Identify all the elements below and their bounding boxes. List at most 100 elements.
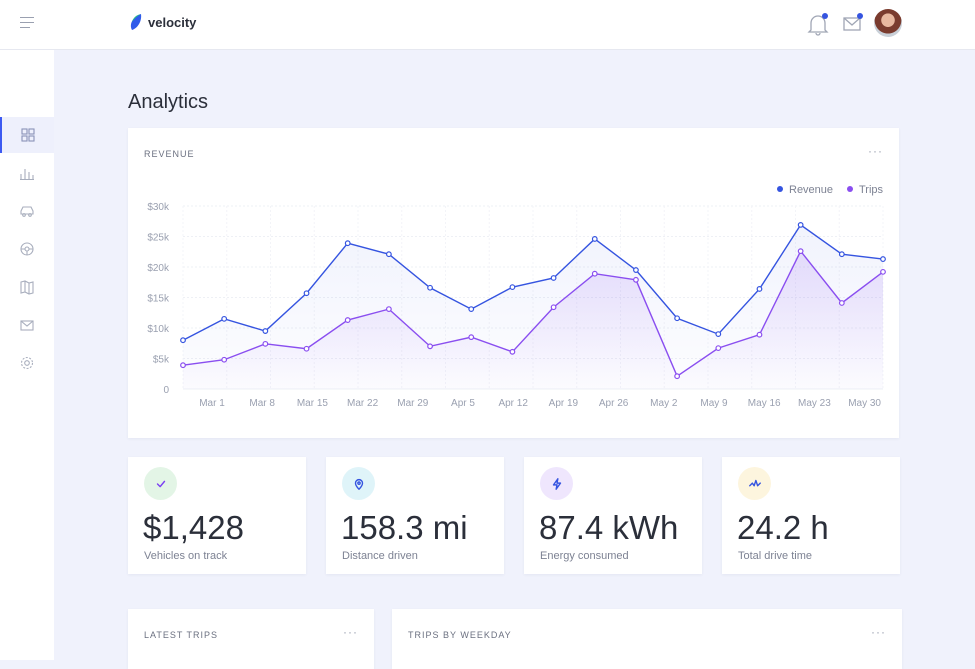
- x-tick-label: May 23: [798, 398, 831, 409]
- x-tick-label: Apr 12: [498, 398, 528, 409]
- page-title: Analytics: [128, 91, 209, 113]
- activity-icon: [748, 479, 761, 486]
- data-point[interactable]: [715, 331, 722, 338]
- hamburger-icon[interactable]: [20, 17, 34, 28]
- data-point[interactable]: [303, 290, 310, 297]
- revenue-card: REVENUE ··· 0 $5k $10k $15k $20k $25k $30k Mar …: [128, 128, 899, 438]
- y-tick-label: $10k: [147, 324, 170, 335]
- data-point[interactable]: [385, 251, 392, 258]
- stat-label: Vehicles on track: [144, 550, 228, 562]
- sidebar-item-steering[interactable]: [0, 231, 54, 267]
- data-point[interactable]: [756, 331, 763, 338]
- dashboard-grid-icon: [21, 128, 35, 142]
- card-title: LATEST TRIPS: [144, 630, 219, 640]
- data-point[interactable]: [262, 328, 269, 334]
- bar-chart-icon: [20, 169, 34, 181]
- more-options-button[interactable]: ···: [343, 625, 358, 639]
- sidebar-item-bar-chart[interactable]: [0, 155, 54, 191]
- leaf-logo-icon: [130, 14, 142, 30]
- latest-trips-card: LATEST TRIPS ···: [128, 609, 374, 669]
- stat-label: Total drive time: [738, 550, 812, 562]
- stat-label: Distance driven: [342, 550, 418, 562]
- data-point[interactable]: [591, 236, 598, 242]
- x-tick-label: Mar 8: [249, 398, 275, 409]
- data-point[interactable]: [715, 345, 722, 352]
- data-point[interactable]: [674, 373, 681, 380]
- data-point[interactable]: [180, 337, 186, 344]
- data-point[interactable]: [385, 306, 392, 312]
- data-point[interactable]: [591, 270, 598, 277]
- data-point[interactable]: [633, 276, 639, 283]
- data-point[interactable]: [427, 343, 433, 350]
- stat-card: 24.2 h Total drive time: [722, 457, 900, 574]
- notifications-button[interactable]: [807, 12, 829, 41]
- data-point[interactable]: [880, 256, 886, 262]
- sidebar-item-gear[interactable]: [0, 345, 54, 381]
- data-point[interactable]: [468, 334, 475, 341]
- data-point[interactable]: [344, 317, 351, 323]
- data-point[interactable]: [797, 222, 804, 228]
- data-point[interactable]: [550, 304, 557, 311]
- data-point[interactable]: [756, 286, 763, 292]
- stat-icon-badge: [342, 467, 375, 500]
- data-point[interactable]: [221, 356, 228, 363]
- data-point[interactable]: [550, 275, 557, 281]
- stat-card: 158.3 mi Distance driven: [326, 457, 504, 574]
- revenue-chart: 0 $5k $10k $15k $20k $25k $30k Mar 1 Mar 8 Mar 15…: [147, 184, 886, 409]
- sidebar-item-car[interactable]: [0, 193, 54, 229]
- x-tick-label: May 30: [848, 398, 881, 409]
- data-point[interactable]: [344, 240, 351, 247]
- data-point[interactable]: [303, 345, 310, 352]
- stat-value: 24.2 h: [737, 509, 829, 546]
- x-tick-label: May 9: [700, 398, 728, 409]
- data-point[interactable]: [633, 267, 639, 273]
- x-tick-label: Apr 26: [599, 398, 629, 409]
- sidebar-item-map[interactable]: [0, 269, 54, 305]
- data-point[interactable]: [262, 340, 269, 347]
- stat-icon-badge: [540, 467, 573, 500]
- legend-label[interactable]: Trips: [859, 184, 884, 196]
- map-icon: [20, 280, 34, 295]
- y-tick-label: 0: [163, 385, 169, 396]
- messages-button[interactable]: [842, 12, 864, 39]
- sidebar-item-mail[interactable]: [0, 307, 54, 343]
- data-point[interactable]: [838, 251, 845, 258]
- x-tick-label: Apr 5: [451, 398, 475, 409]
- y-tick-label: $20k: [147, 263, 170, 274]
- sidebar: [0, 50, 54, 660]
- mail-icon: [20, 320, 34, 331]
- data-point[interactable]: [427, 284, 433, 291]
- data-point[interactable]: [468, 306, 475, 312]
- data-point[interactable]: [674, 315, 681, 322]
- card-title: REVENUE: [144, 149, 195, 159]
- data-point[interactable]: [221, 315, 228, 322]
- x-tick-label: Mar 29: [397, 398, 429, 409]
- top-bar: velocity: [0, 0, 975, 50]
- x-tick-label: May 2: [650, 398, 678, 409]
- stat-icon-badge: [738, 467, 771, 500]
- more-options-button[interactable]: ···: [871, 625, 886, 639]
- y-tick-label: $5k: [153, 355, 170, 366]
- card-title: TRIPS BY WEEKDAY: [408, 630, 512, 640]
- mail-icon: [843, 13, 863, 31]
- x-tick-label: Apr 19: [549, 398, 579, 409]
- stat-card: $1,428 Vehicles on track: [128, 457, 306, 574]
- brand-logo[interactable]: velocity: [129, 13, 196, 31]
- avatar[interactable]: [874, 9, 902, 37]
- data-point[interactable]: [797, 248, 804, 255]
- series-area-trips: [183, 251, 883, 389]
- sidebar-item-dashboard-grid[interactable]: [0, 117, 54, 153]
- y-tick-label: $15k: [147, 294, 170, 305]
- y-tick-label: $25k: [147, 233, 170, 244]
- y-tick-label: $30k: [147, 202, 170, 213]
- data-point[interactable]: [880, 268, 886, 275]
- more-options-button[interactable]: ···: [868, 144, 883, 158]
- data-point[interactable]: [509, 348, 516, 355]
- legend-label[interactable]: Revenue: [789, 184, 833, 196]
- bell-icon: [807, 13, 829, 36]
- data-point[interactable]: [838, 300, 845, 306]
- map-pin-icon: [354, 478, 363, 490]
- data-point[interactable]: [180, 362, 186, 369]
- trips-by-weekday-card: TRIPS BY WEEKDAY ···: [392, 609, 902, 669]
- data-point[interactable]: [509, 284, 516, 291]
